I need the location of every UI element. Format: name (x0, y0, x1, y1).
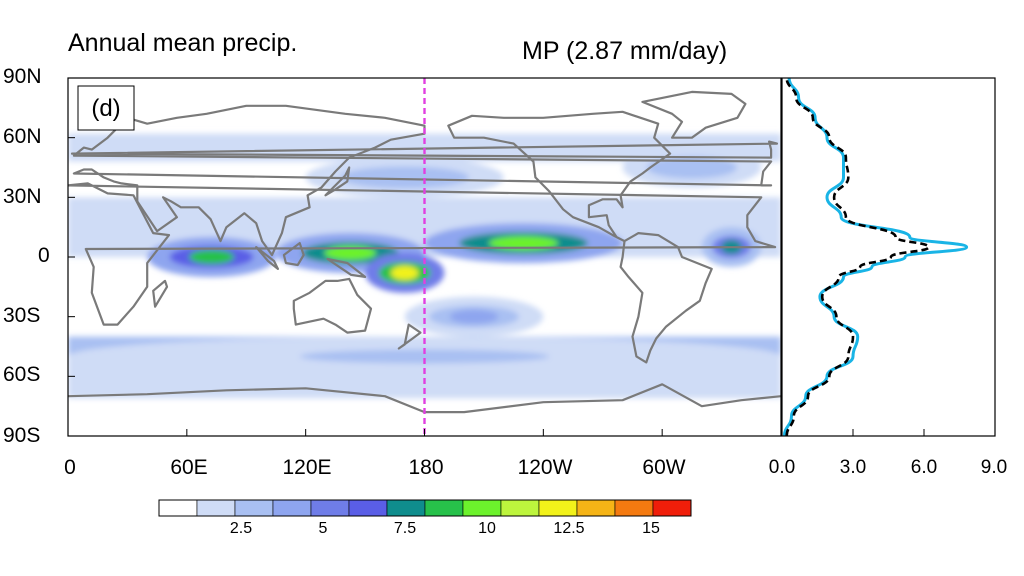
coastline-africa (68, 182, 777, 326)
precip-band (299, 349, 550, 364)
colorbar-frame (158, 499, 692, 517)
profile-tick-label: 0.0 (768, 457, 796, 478)
precip-band (449, 309, 499, 324)
colorbar-tick-label: 10 (478, 520, 496, 537)
lat-tick-label: 90N (3, 65, 42, 88)
profile-line-solid (782, 78, 969, 436)
colorbar-swatch (348, 499, 388, 517)
colorbar-swatch (196, 499, 236, 517)
colorbar-swatch (386, 499, 426, 517)
axis-ticks (67, 77, 996, 437)
coastline-antarctica (68, 383, 781, 414)
coastline-south-america (619, 232, 713, 364)
precip-band (324, 246, 377, 261)
colorbar-tick-label: 12.5 (553, 520, 585, 537)
lon-tick-label: 60E (170, 456, 208, 479)
coastline-japan (324, 166, 351, 197)
colorbar-swatch (652, 499, 692, 517)
precip-band (370, 170, 440, 185)
lat-tick-label: 0 (38, 244, 50, 267)
precip-band (390, 265, 419, 280)
profile-frame (781, 77, 996, 437)
colorbar-tick-label: 7.5 (393, 520, 417, 537)
colorbar-tick-label: 5 (318, 520, 328, 537)
profile-tick-label: 9.0 (980, 457, 1008, 478)
colorbar-swatch (272, 499, 312, 517)
panel-label-box (77, 85, 135, 131)
coastline-australia (292, 277, 373, 334)
lon-tick-label: 60W (642, 456, 686, 479)
colorbar-swatch (538, 499, 578, 517)
colorbar-swatch (158, 499, 198, 517)
chart-subtitle: MP (2.87 mm/day) (522, 37, 728, 65)
precip-band (667, 160, 717, 175)
lon-tick-label: 120W (517, 456, 573, 479)
chart-title: Annual mean precip. (68, 29, 298, 57)
colorbar-swatch (576, 499, 616, 517)
precip-band (488, 236, 559, 251)
lat-tick-label: 30S (3, 304, 41, 327)
coastline-new-guinea (326, 257, 367, 278)
coastline-new-zealand (397, 323, 422, 350)
coastline-borneo (282, 242, 305, 267)
profile-line-dashed (785, 78, 931, 436)
coastline-britain (70, 140, 779, 159)
coastline-greenland (641, 90, 747, 139)
colorbar-tick-label: 15 (642, 520, 660, 537)
colorbar-swatch (462, 499, 502, 517)
lat-tick-label: 90S (3, 424, 41, 447)
lat-tick-label: 30N (3, 185, 42, 208)
coastline-madagascar (152, 279, 169, 308)
panel-label: (d) (91, 95, 120, 122)
profile-tick-label: 6.0 (910, 457, 938, 478)
colorbar-tick-label: 2.5 (229, 520, 253, 537)
coastline-north-america (447, 110, 672, 243)
lat-tick-label: 60S (3, 363, 41, 386)
coastline-sumatra (255, 246, 279, 270)
colorbar-swatch (500, 499, 540, 517)
profile-tick-label: 3.0 (839, 457, 867, 478)
lat-tick-label: 60N (3, 125, 42, 148)
lon-tick-label: 120E (282, 456, 332, 479)
colorbar-swatch (614, 499, 654, 517)
colorbar-swatch (310, 499, 350, 517)
colorbar-swatch (424, 499, 464, 517)
precip-band (189, 250, 235, 264)
zonal-profile (782, 78, 969, 436)
lon-tick-label: 0 (64, 456, 76, 479)
lon-tick-label: 180 (408, 456, 444, 479)
colorbar-swatch (234, 499, 274, 517)
colorbar (158, 499, 692, 517)
